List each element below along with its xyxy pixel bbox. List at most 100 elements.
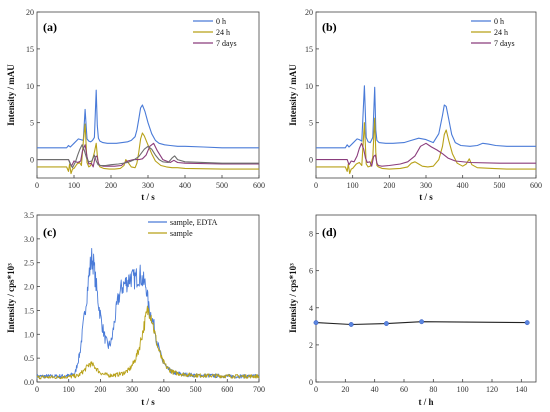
xtick-label: 60 <box>400 385 408 394</box>
panel-a-label: (a) <box>43 20 57 34</box>
legend-label-0h: 0 h <box>494 17 504 26</box>
ytick-label: 5 <box>309 119 313 128</box>
series-line-7-days <box>37 142 259 168</box>
series-line-24-h <box>316 117 536 175</box>
xtick-label: 80 <box>429 385 437 394</box>
series-line-0-h <box>316 85 536 149</box>
panel-a: 0 5 10 15 20 0 100 200 300 400 500 600 (a) Intensi… <box>6 8 265 202</box>
panel-a-series <box>37 89 259 175</box>
xtick-label: 0 <box>314 181 318 190</box>
ytick-label: 3.5 <box>24 211 34 220</box>
panel-d-label: (d) <box>322 225 337 239</box>
ytick-label: 6 <box>309 267 313 276</box>
ytick-label: 2.0 <box>24 283 34 292</box>
panel-a-yticks: 0 5 10 15 20 <box>26 8 40 165</box>
panel-d-yticks: 0 2 4 6 8 <box>309 230 319 387</box>
xtick-label: 300 <box>126 385 138 394</box>
legend-label-24h: 24 h <box>494 28 508 37</box>
panel-c-yticks: 0.0 0.5 1.0 1.5 2.0 2.5 3.0 3.5 <box>24 211 40 387</box>
xtick-label: 400 <box>179 181 191 190</box>
series-line-0-h <box>37 89 259 149</box>
panel-c-series <box>36 247 260 380</box>
ytick-label: 4 <box>309 304 313 313</box>
panel-b-label: (b) <box>322 20 337 34</box>
xtick-label: 500 <box>493 181 505 190</box>
panel-c-legend: sample, EDTA sample <box>148 218 218 238</box>
panel-b-ylabel: Intensity / mAU <box>288 64 298 126</box>
ytick-label: 15 <box>26 45 34 54</box>
panel-c: 0.0 0.5 1.0 1.5 2.0 2.5 3.0 3.5 0 100 200 300 400 50… <box>6 211 265 407</box>
xtick-label: 100 <box>68 181 80 190</box>
ytick-label: 2 <box>309 341 313 350</box>
ytick-label: 0 <box>309 378 313 387</box>
data-point <box>383 321 389 326</box>
ytick-label: 10 <box>305 82 313 91</box>
panel-b-series <box>316 85 536 175</box>
xtick-label: 200 <box>105 181 117 190</box>
ytick-label: 2.5 <box>24 259 34 268</box>
ytick-label: 1.0 <box>24 330 34 339</box>
xtick-label: 400 <box>457 181 469 190</box>
series-line-24-h <box>37 123 259 175</box>
xtick-label: 300 <box>420 181 432 190</box>
xtick-label: 0 <box>314 385 318 394</box>
panel-d: 0 2 4 6 8 0 20 40 60 80 100 120 140 (d) Intensity /… <box>288 214 537 407</box>
panel-a-xticks: 0 100 200 300 400 500 600 <box>35 175 265 190</box>
panel-b: 0 5 10 15 20 0 100 200 300 400 500 600 (b) Intensi… <box>288 8 542 202</box>
ytick-label: 0.0 <box>24 378 34 387</box>
panel-a-xlabel: t / s <box>141 192 155 202</box>
xtick-label: 600 <box>221 385 233 394</box>
xtick-label: 140 <box>515 385 527 394</box>
ytick-label: 20 <box>26 8 34 17</box>
legend-label-24h: 24 h <box>216 28 230 37</box>
panel-d-xticks: 0 20 40 60 80 100 120 140 <box>314 379 527 394</box>
data-point <box>348 322 354 327</box>
xtick-label: 40 <box>371 385 379 394</box>
panel-d-series <box>313 319 530 327</box>
legend-label-sample: sample <box>170 229 193 238</box>
xtick-label: 600 <box>530 181 542 190</box>
xtick-label: 500 <box>216 181 228 190</box>
xtick-label: 300 <box>142 181 154 190</box>
panel-a-legend: 0 h 24 h 7 days <box>193 17 237 48</box>
series-line-sample <box>36 305 260 380</box>
data-point <box>524 320 530 326</box>
panel-c-label: (c) <box>43 225 56 239</box>
legend-label-0h: 0 h <box>216 17 226 26</box>
legend-label-sample-edta: sample, EDTA <box>170 218 218 227</box>
xtick-label: 600 <box>253 181 265 190</box>
panel-a-ylabel: Intensity / mAU <box>6 64 16 126</box>
xtick-label: 120 <box>486 385 498 394</box>
xtick-label: 200 <box>383 181 395 190</box>
xtick-label: 20 <box>341 385 349 394</box>
ytick-label: 10 <box>26 82 34 91</box>
panel-c-xlabel: t / s <box>141 397 155 407</box>
panel-d-xlabel: t / h <box>418 397 433 407</box>
panel-d-frame <box>315 214 537 383</box>
ytick-label: 1.5 <box>24 306 34 315</box>
xtick-label: 400 <box>158 385 170 394</box>
ytick-label: 0 <box>30 156 34 165</box>
xtick-label: 100 <box>347 181 359 190</box>
panel-b-xlabel: t / s <box>419 192 433 202</box>
xtick-label: 200 <box>94 385 106 394</box>
legend-label-7days: 7 days <box>494 39 515 48</box>
ytick-label: 0.5 <box>24 354 34 363</box>
ytick-label: 20 <box>305 8 313 17</box>
ytick-label: 3.0 <box>24 235 34 244</box>
panel-c-xticks: 0 100 200 300 400 500 600 700 <box>35 379 265 394</box>
xtick-label: 0 <box>35 181 39 190</box>
data-point <box>313 320 319 326</box>
panel-c-frame <box>36 214 260 383</box>
ytick-label: 15 <box>305 45 313 54</box>
legend-label-7days: 7 days <box>216 39 237 48</box>
series-line-trace <box>37 144 259 169</box>
xtick-label: 100 <box>63 385 75 394</box>
series-line-7-days <box>316 142 536 167</box>
panel-b-yticks: 0 5 10 15 20 <box>305 8 319 165</box>
data-point <box>419 319 425 325</box>
panel-c-ylabel: Intensity / cps*10³ <box>6 263 16 333</box>
xtick-label: 100 <box>457 385 469 394</box>
ytick-label: 8 <box>309 230 313 239</box>
ytick-label: 5 <box>30 119 34 128</box>
